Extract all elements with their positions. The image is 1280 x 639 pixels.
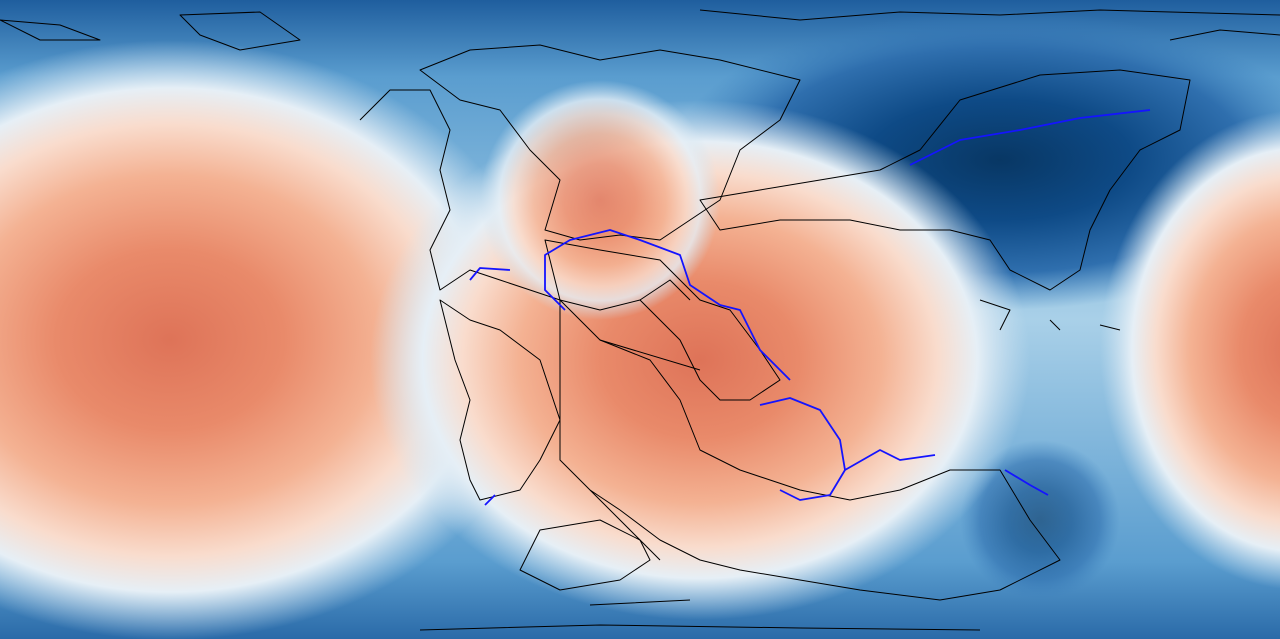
rivers [469, 109, 1151, 506]
cold-region [960, 440, 1120, 600]
warm-region [0, 40, 550, 639]
coastlines [0, 9, 1280, 631]
warm-region [1100, 111, 1280, 589]
